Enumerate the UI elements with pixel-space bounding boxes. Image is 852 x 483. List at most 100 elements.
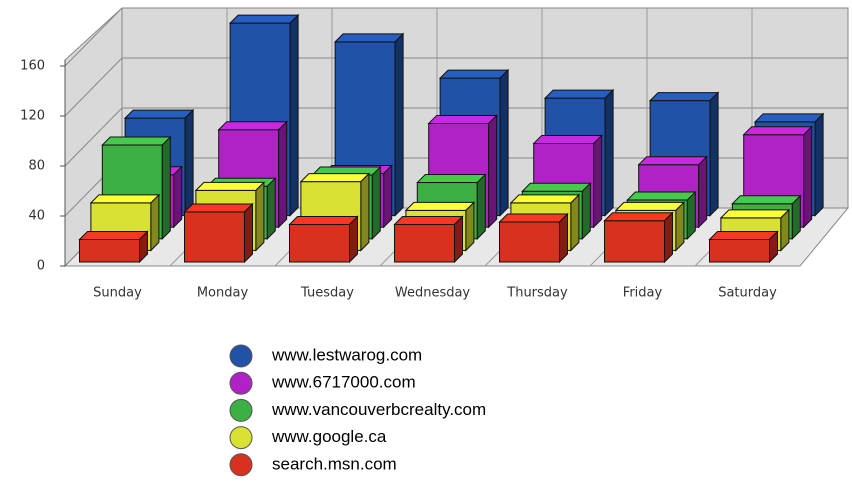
- bar-side: [139, 230, 148, 264]
- x-tick-label: Sunday: [93, 286, 142, 301]
- bar: [498, 212, 569, 264]
- bar-top: [183, 203, 254, 213]
- bar-side: [780, 208, 790, 252]
- bar: [183, 202, 254, 264]
- bar-top: [731, 195, 802, 205]
- bar-top: [532, 134, 603, 144]
- bar-top: [123, 109, 195, 119]
- bar-front: [604, 220, 665, 263]
- grid-line: [64, 57, 123, 117]
- bar-top: [217, 121, 288, 131]
- bar-front: [289, 224, 350, 263]
- bar-top: [614, 201, 686, 211]
- x-tick-label: Monday: [197, 286, 249, 301]
- bar-top: [228, 14, 300, 24]
- bar-top: [101, 136, 172, 146]
- legend-label: www.google.ca: [271, 427, 387, 446]
- x-tick-label: Tuesday: [300, 286, 354, 301]
- bar-top: [393, 216, 464, 225]
- bar-side: [476, 173, 486, 241]
- bar-top: [742, 126, 813, 136]
- y-tick-label: 80: [28, 159, 45, 174]
- bar-side: [698, 155, 708, 229]
- y-tick-label: 120: [20, 109, 45, 124]
- bar-top: [637, 156, 708, 166]
- bar-top: [427, 114, 498, 124]
- bar-top: [288, 216, 359, 225]
- legend-marker: [229, 426, 253, 450]
- bar-top: [708, 231, 779, 240]
- bar-side: [289, 13, 299, 217]
- bar-side: [570, 193, 580, 252]
- bar-top: [626, 191, 697, 201]
- bar-top: [333, 33, 405, 43]
- bar-front: [499, 221, 560, 263]
- bar-side: [488, 114, 498, 229]
- legend-label: www.6717000.com: [271, 373, 416, 392]
- bar-side: [803, 125, 813, 229]
- grid-line: [64, 107, 123, 167]
- y-tick-label: 40: [28, 209, 45, 224]
- bar-side: [675, 201, 685, 252]
- bar-side: [161, 135, 171, 241]
- bar-top: [78, 231, 149, 240]
- bar-side: [371, 165, 381, 241]
- bar-side: [383, 164, 393, 229]
- bar-side: [278, 120, 288, 229]
- bar-side: [266, 177, 276, 241]
- bar-side: [604, 88, 614, 217]
- legend-label: www.vancouverbcrealty.com: [271, 400, 486, 419]
- x-tick-label: Friday: [623, 286, 663, 301]
- legend-label: www.lestwarog.com: [271, 345, 422, 364]
- bar-side: [150, 193, 160, 252]
- bar-top: [603, 212, 674, 222]
- y-tick-label: 160: [20, 59, 45, 74]
- bar-front: [709, 239, 770, 263]
- legend-marker: [229, 398, 253, 422]
- bar-side: [499, 68, 509, 217]
- bar-top: [89, 194, 161, 204]
- bar-side: [769, 230, 778, 264]
- bar-front: [394, 224, 455, 263]
- bar-side: [454, 215, 463, 264]
- bar-side: [360, 172, 370, 252]
- bar-side: [686, 190, 696, 241]
- bar-side: [255, 181, 265, 252]
- bar-side: [814, 112, 824, 217]
- bar-top: [299, 173, 371, 183]
- bar-top: [416, 174, 487, 184]
- bar-top: [521, 182, 592, 192]
- bar-side: [244, 202, 253, 264]
- bar-top: [438, 69, 510, 79]
- bar-side: [664, 211, 673, 264]
- bar: [78, 230, 149, 264]
- legend-label: search.msn.com: [272, 454, 397, 473]
- legend-marker: [229, 453, 253, 477]
- x-tick-label: Saturday: [718, 286, 777, 301]
- bar-front: [184, 211, 245, 263]
- legend-marker: [229, 344, 253, 368]
- y-tick-label: 0: [37, 259, 45, 274]
- bar-top: [543, 89, 615, 99]
- bar-side: [394, 32, 404, 217]
- x-tick-label: Wednesday: [395, 286, 471, 301]
- bar-side: [184, 108, 194, 217]
- bar-top: [498, 213, 569, 223]
- bar-top: [648, 92, 720, 102]
- bar: [393, 215, 464, 264]
- bar-top: [194, 181, 266, 191]
- x-tick-label: Thursday: [506, 286, 568, 301]
- bar: [603, 211, 674, 264]
- bar: [708, 230, 779, 264]
- bar-top: [509, 194, 581, 204]
- bar-top: [753, 113, 825, 123]
- bar-side: [559, 212, 568, 264]
- bar-side: [593, 134, 603, 229]
- bar-top: [404, 201, 476, 211]
- legend-marker: [229, 371, 253, 395]
- grid-line: [64, 7, 123, 67]
- bar-front: [79, 239, 140, 263]
- bar-side: [709, 91, 719, 217]
- bar-side: [173, 165, 183, 229]
